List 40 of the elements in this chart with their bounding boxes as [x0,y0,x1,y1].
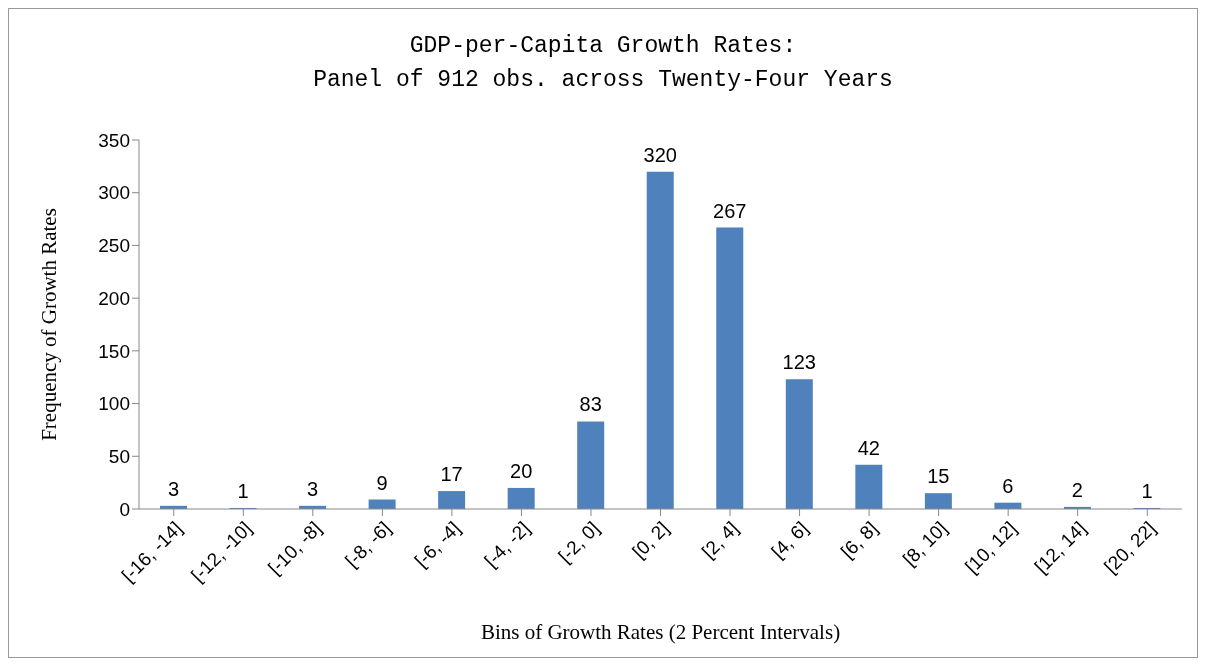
data-label: 320 [643,143,677,166]
x-tick-label: [0, 2] [628,517,673,563]
x-tick-label: [-8, -6] [341,517,395,572]
data-label: 267 [713,199,747,222]
x-tick-label: [8, 10] [898,517,952,570]
x-tick-label: [12, 14] [1030,517,1091,578]
x-tick-label: [-4, -2] [480,517,534,572]
data-label: 6 [1002,474,1014,497]
data-label: 2 [1071,478,1083,501]
y-tick-label: 250 [98,235,130,257]
x-tick-label: [-16, -14] [117,517,187,587]
x-tick-label: [20, 22] [1099,517,1160,578]
data-label: 17 [440,463,463,486]
data-label: 1 [237,479,249,502]
x-tick-label: [2, 4] [697,517,743,563]
data-label: 83 [579,393,602,416]
y-tick-label: 350 [98,129,130,151]
y-axis-title: Frequency of Growth Rates [37,208,62,441]
data-label: 20 [510,459,533,482]
data-label: 9 [376,471,388,494]
x-tick-label: [10, 12] [960,517,1021,578]
x-tick-label: [-2, 0] [554,517,604,567]
data-label: 1 [1141,479,1153,502]
y-tick-label: 100 [98,393,130,415]
data-label: 3 [307,477,319,500]
data-label: 42 [857,436,880,459]
y-tick-label: 150 [98,340,130,362]
chart-title: GDP-per-Capita Growth Rates: Panel of 912 obs. across Twenty-Four Years [312,32,894,95]
x-tick-label: [-12, -10] [187,517,256,587]
data-label: 123 [782,351,816,374]
data-label: 15 [927,465,950,488]
y-tick-label: 50 [108,446,130,468]
x-tick-label: [6, 8] [836,517,882,563]
x-tick-label: [4, 6] [767,517,812,563]
y-tick-label: 0 [119,498,130,520]
y-tick-label: 200 [98,287,130,309]
x-axis-title: Bins of Growth Rates (2 Percent Intervals) [480,620,841,644]
data-label: 3 [167,477,180,500]
x-tick-label: [-6, -4] [410,517,465,572]
y-tick-label: 300 [98,182,130,204]
